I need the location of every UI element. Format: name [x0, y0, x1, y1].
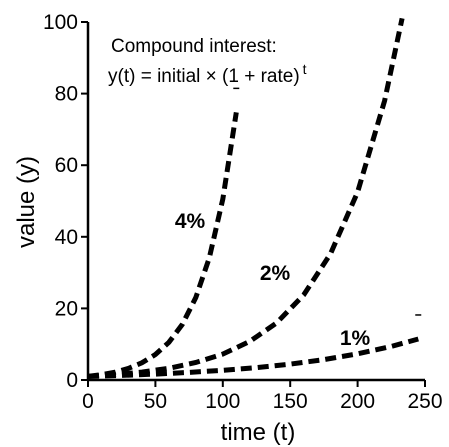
- y-tick-label: 20: [55, 297, 78, 320]
- y-tick-label: 40: [55, 226, 78, 249]
- annotation-superscript: t: [303, 61, 307, 77]
- series-1-curve: [87, 112, 239, 379]
- y-tick-label: 100: [43, 11, 78, 34]
- series-1-label: 4%: [175, 210, 206, 233]
- x-tick-label: 100: [205, 390, 240, 413]
- y-axis-title: value (y): [13, 156, 40, 248]
- x-tick-label: 200: [340, 390, 375, 413]
- annotation-line-2: y(t) = initial × (1 + rate) t: [108, 61, 307, 87]
- annotation-formula: y(t) = initial × (1 + rate): [108, 66, 300, 87]
- y-tick-label: 60: [55, 154, 78, 177]
- series-2-label: 2%: [260, 262, 291, 285]
- curves: 4% 2% 1%: [87, 17, 422, 379]
- annotation-line-1: Compound interest:: [111, 36, 277, 57]
- x-tick-label: 0: [82, 390, 94, 413]
- x-tick-label: 50: [144, 390, 167, 413]
- series-3-label: 1%: [340, 327, 371, 350]
- x-axis-title: time (t): [221, 419, 296, 446]
- annotation: Compound interest: y(t) = initial × (1 +…: [108, 36, 307, 87]
- x-tick-label: 250: [407, 390, 442, 413]
- series-3-curve: [87, 336, 419, 379]
- axes: 0 50 100 150 200 250 0 20 40 60 80 100: [43, 11, 443, 413]
- x-tick-label: 150: [273, 390, 308, 413]
- series-2-curve: [87, 17, 405, 379]
- y-tick-label: 0: [66, 369, 78, 392]
- y-tick-label: 80: [55, 83, 78, 106]
